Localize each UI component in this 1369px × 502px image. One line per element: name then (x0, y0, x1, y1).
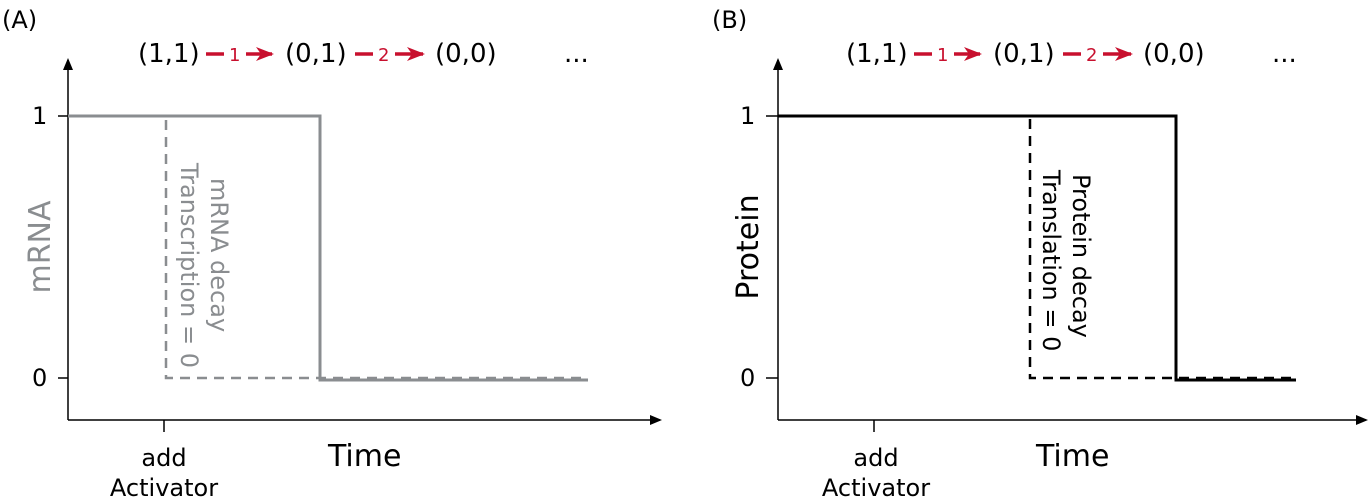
panel-a-y-label: mRNA (23, 200, 58, 294)
panel-a-step-2-gap (373, 42, 395, 64)
panel-a-state-3: (0,0) (435, 39, 497, 69)
panel-b-y-label: Protein (731, 194, 766, 299)
panel-b-ellipsis: ... (1272, 39, 1297, 69)
panel-b-step-1-gap (932, 42, 954, 64)
panel-b-protein-curve (778, 114, 1296, 382)
panel-a: (A) (1,1) 1 (0,1) 2 (0,0) ... 1 0 add Ac… (2, 6, 662, 502)
panel-b-step-2-gap (1081, 42, 1103, 64)
panel-b-step-2-label: 2 (1086, 45, 1097, 66)
panel-b-state-3: (0,0) (1143, 39, 1205, 69)
panel-a-solid-annotation: mRNA decay (205, 178, 233, 332)
panel-a-mrna-curve (68, 114, 588, 382)
panel-b: (B) (1,1) 1 (0,1) 2 (0,0) ... 1 0 add Ac… (712, 6, 1368, 502)
panel-a-label: (A) (2, 6, 37, 34)
panel-b-ytick-0-label: 0 (740, 364, 755, 392)
panel-a-step-1-label: 1 (229, 45, 240, 66)
panel-b-label: (B) (712, 6, 747, 34)
panel-b-dashed-annotation: Translation = 0 (1037, 169, 1065, 351)
panel-a-state-sequence: (1,1) 1 (0,1) 2 (0,0) ... (138, 39, 589, 69)
panel-a-state-2: (0,1) (285, 39, 347, 69)
panel-b-x-label: Time (1035, 439, 1109, 474)
panel-b-ytick-1-label: 1 (740, 102, 755, 130)
panel-a-xtick-line2: Activator (110, 474, 218, 502)
panel-b-translation-curve (778, 114, 1296, 380)
panel-a-ytick-0-label: 0 (32, 364, 47, 392)
panel-b-xtick-line1: add (853, 444, 898, 472)
panel-a-step-1-gap (224, 42, 246, 64)
panel-b-state-2: (0,1) (993, 39, 1055, 69)
panel-a-step-2-label: 2 (378, 45, 389, 66)
panel-b-step-1-label: 1 (937, 45, 948, 66)
panel-a-ellipsis: ... (564, 39, 589, 69)
panel-a-x-label: Time (327, 439, 401, 474)
panel-b-state-sequence: (1,1) 1 (0,1) 2 (0,0) ... (846, 39, 1297, 69)
panel-b-solid-annotation: Protein decay (1067, 174, 1095, 338)
panel-a-ytick-1-label: 1 (32, 102, 47, 130)
panel-b-xtick-line2: Activator (822, 474, 930, 502)
panel-a-dashed-annotation: Transcription = 0 (175, 162, 203, 368)
panel-a-transcription-curve (68, 114, 588, 380)
panel-b-state-1: (1,1) (846, 39, 908, 69)
panel-a-state-1: (1,1) (138, 39, 200, 69)
panel-a-xtick-line1: add (141, 444, 186, 472)
